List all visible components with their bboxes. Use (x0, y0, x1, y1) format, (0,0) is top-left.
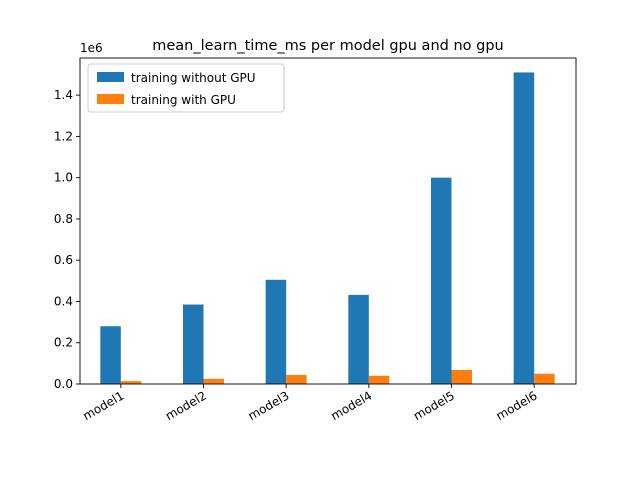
bar-model4-series-2 (368, 375, 390, 384)
y-tick-label: 0.6 (54, 253, 73, 267)
x-tick-label-model6: model6 (494, 388, 540, 423)
bar-model3-series-2 (286, 374, 307, 384)
bar-model5-series-1 (431, 177, 452, 384)
x-tick-label-model4: model4 (328, 388, 374, 423)
bar-model2-series-1 (183, 304, 204, 384)
legend-box (87, 63, 285, 113)
y-tick-label: 0.0 (54, 377, 73, 391)
legend-label-series-1: training without GPU (131, 71, 256, 85)
bar-model3-series-1 (265, 279, 287, 384)
chart-title: mean_learn_time_ms per model gpu and no … (152, 38, 503, 54)
y-axis-offset-label: 1e6 (80, 41, 103, 55)
y-tick-label: 1.2 (54, 129, 73, 143)
legend-swatch-series-2 (97, 94, 124, 104)
y-tick-label: 0.2 (54, 336, 73, 350)
y-tick-label: 0.8 (54, 212, 73, 226)
bar-model1-series-2 (120, 381, 142, 384)
x-tick-label-model5: model5 (411, 388, 457, 423)
x-tick-label-model3: model3 (246, 388, 292, 423)
bar-model6-series-2 (534, 373, 555, 384)
legend-label-series-2: training with GPU (131, 93, 236, 107)
bar-model5-series-2 (451, 369, 472, 384)
plot-area: 0.0 0.2 0.4 0.6 0.8 1.0 1.2 1.4 model1 model2 mode… (54, 57, 577, 423)
y-tick-label: 0.4 (54, 294, 73, 308)
bar-model1-series-1 (100, 326, 121, 384)
legend: training without GPU training with GPU (87, 63, 285, 113)
bar-model2-series-2 (203, 378, 224, 384)
x-tick-label-model1: model1 (80, 388, 126, 423)
bar-model4-series-1 (348, 294, 369, 384)
bar-model6-series-1 (513, 72, 535, 384)
plot-frame (79, 57, 577, 385)
legend-swatch-series-1 (97, 72, 124, 82)
y-tick-label: 1.4 (54, 88, 73, 102)
x-tick-label-model2: model2 (163, 388, 209, 423)
y-tick-label: 1.0 (54, 171, 73, 185)
